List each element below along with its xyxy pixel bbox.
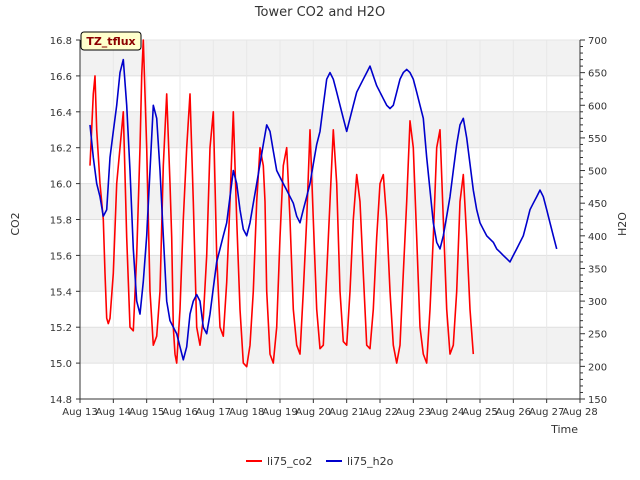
right-tick-label: 650 <box>588 69 607 80</box>
y-axis-right-label: H2O <box>616 212 629 236</box>
right-tick-label: 450 <box>588 199 607 210</box>
legend-co2-label: li75_co2 <box>267 455 312 468</box>
right-tick-label: 600 <box>588 101 607 112</box>
x-tick-label: Aug 21 <box>329 407 364 418</box>
right-tick-label: 250 <box>588 330 607 341</box>
right-tick-label: 400 <box>588 232 607 243</box>
right-tick-label: 700 <box>588 36 607 47</box>
annotation-label: TZ_tflux <box>86 35 135 48</box>
right-tick-label: 500 <box>588 167 607 178</box>
x-tick-label: Aug 24 <box>429 407 464 418</box>
annotation-box: TZ_tflux <box>80 31 142 51</box>
right-tick-label: 550 <box>588 134 607 145</box>
x-tick-label: Aug 28 <box>562 407 597 418</box>
chart-title: Tower CO2 and H2O <box>254 5 385 20</box>
left-tick-label: 15.0 <box>50 359 72 370</box>
series-lines <box>89 39 558 368</box>
series-line-li75_co2 <box>89 39 475 368</box>
left-tick-label: 16.4 <box>50 108 72 119</box>
x-tick-label: Aug 15 <box>129 407 164 418</box>
left-tick-label: 16.2 <box>50 144 72 155</box>
x-axis-label: Time <box>550 423 578 436</box>
plot-band <box>80 111 580 148</box>
right-tick-label: 150 <box>588 395 607 406</box>
right-tick-label: 350 <box>588 264 607 275</box>
x-tick-label: Aug 23 <box>396 407 431 418</box>
left-tick-label: 14.8 <box>50 395 72 406</box>
x-tick-label: Aug 13 <box>62 407 97 418</box>
x-tick-label: Aug 16 <box>162 407 197 418</box>
x-tick-label: Aug 26 <box>496 407 531 418</box>
right-tick-label: 300 <box>588 297 607 308</box>
x-tick-label: Aug 27 <box>529 407 564 418</box>
left-tick-label: 16.6 <box>50 72 72 83</box>
left-tick-label: 16.8 <box>50 36 72 47</box>
y-axis-left-label: CO2 <box>9 212 22 235</box>
x-tick-label: Aug 22 <box>362 407 397 418</box>
left-tick-label: 15.8 <box>50 216 72 227</box>
legend: li75_co2 li75_h2o <box>246 455 394 468</box>
legend-h2o-label: li75_h2o <box>347 455 394 468</box>
right-axis: 150 200 250 300 350 400 450 500 550 600 650 700 <box>579 36 607 406</box>
left-tick-label: 15.6 <box>50 251 72 262</box>
x-tick-label: Aug 14 <box>96 407 131 418</box>
x-tick-label: Aug 25 <box>462 407 497 418</box>
x-tick-label: Aug 18 <box>229 407 264 418</box>
x-tick-label: Aug 19 <box>262 407 297 418</box>
plot-band <box>80 255 580 292</box>
left-tick-label: 15.4 <box>50 287 72 298</box>
plot-band <box>80 40 580 76</box>
plot-band <box>80 327 580 364</box>
x-tick-label: Aug 20 <box>296 407 331 418</box>
left-axis: 14.8 15.0 15.2 15.4 15.6 15.8 16.0 16.2 16.4 16.6… <box>50 36 81 406</box>
x-tick-label: Aug 17 <box>196 407 231 418</box>
right-tick-label: 200 <box>588 362 607 373</box>
series-line-li75_h2o <box>89 58 558 361</box>
left-tick-label: 16.0 <box>50 180 72 191</box>
left-tick-label: 15.2 <box>50 323 72 334</box>
